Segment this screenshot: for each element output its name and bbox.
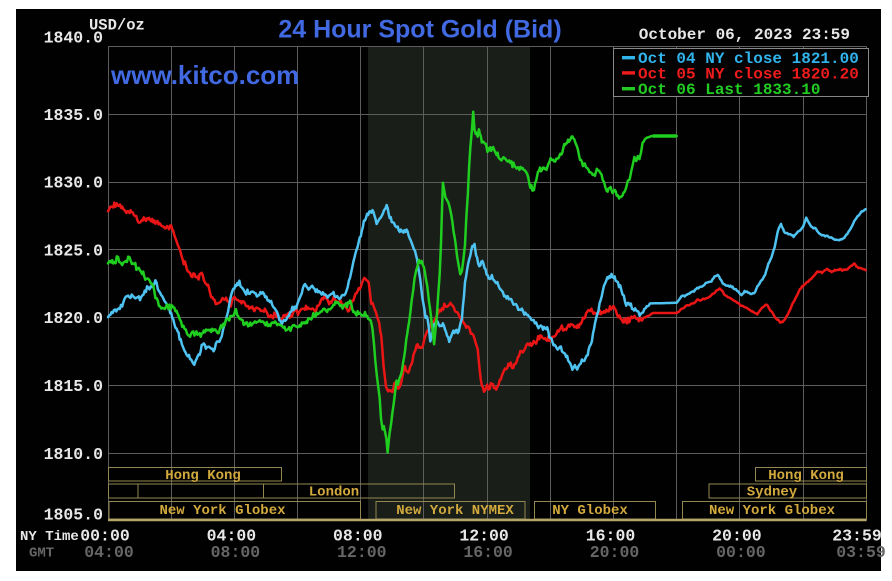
svg-text:USD/oz: USD/oz [89,17,145,35]
svg-text:08:00: 08:00 [333,527,383,546]
svg-text:Oct 04 NY close 1821.00: Oct 04 NY close 1821.00 [638,50,859,68]
svg-text:New York Globex: New York Globex [159,503,286,519]
svg-text:New York Globex: New York Globex [709,503,836,519]
svg-text:00:00: 00:00 [80,527,130,546]
svg-text:Sydney: Sydney [747,484,798,500]
svg-text:12:00: 12:00 [459,527,509,546]
svg-text:1820.0: 1820.0 [44,309,103,328]
svg-text:20:00: 20:00 [712,527,762,546]
svg-text:NY Globex: NY Globex [552,503,628,519]
svg-text:October 06, 2023 23:59: October 06, 2023 23:59 [639,26,850,44]
svg-text:23:59: 23:59 [832,527,882,546]
svg-text:08:00: 08:00 [211,543,261,562]
svg-text:New York NYMEX: New York NYMEX [396,503,514,519]
svg-text:1825.0: 1825.0 [44,241,103,260]
svg-text:00:00: 00:00 [716,543,766,562]
svg-text:Hong Kong: Hong Kong [165,468,241,484]
svg-text:Oct 05 NY close 1820.20: Oct 05 NY close 1820.20 [638,65,859,83]
svg-text:1830.0: 1830.0 [44,174,103,193]
svg-text:www.kitco.com: www.kitco.com [110,60,299,90]
svg-text:16:00: 16:00 [586,527,636,546]
svg-text:Hong Kong: Hong Kong [768,468,844,484]
svg-text:1835.0: 1835.0 [44,106,103,125]
svg-text:Oct 06 Last 1833.10: Oct 06 Last 1833.10 [638,81,820,99]
svg-text:1810.0: 1810.0 [44,445,103,464]
svg-text:London: London [309,484,359,500]
svg-text:1805.0: 1805.0 [44,506,103,525]
svg-text:03:59: 03:59 [836,543,886,562]
svg-text:16:00: 16:00 [463,543,513,562]
svg-text:12:00: 12:00 [337,543,387,562]
svg-text:24 Hour Spot Gold (Bid): 24 Hour Spot Gold (Bid) [278,16,561,44]
svg-text:04:00: 04:00 [84,543,134,562]
svg-text:GMT: GMT [29,546,54,562]
svg-text:1840.0: 1840.0 [44,29,103,48]
svg-text:04:00: 04:00 [207,527,257,546]
svg-text:NY Time: NY Time [20,529,79,545]
svg-text:20:00: 20:00 [590,543,640,562]
svg-text:1815.0: 1815.0 [44,377,103,396]
